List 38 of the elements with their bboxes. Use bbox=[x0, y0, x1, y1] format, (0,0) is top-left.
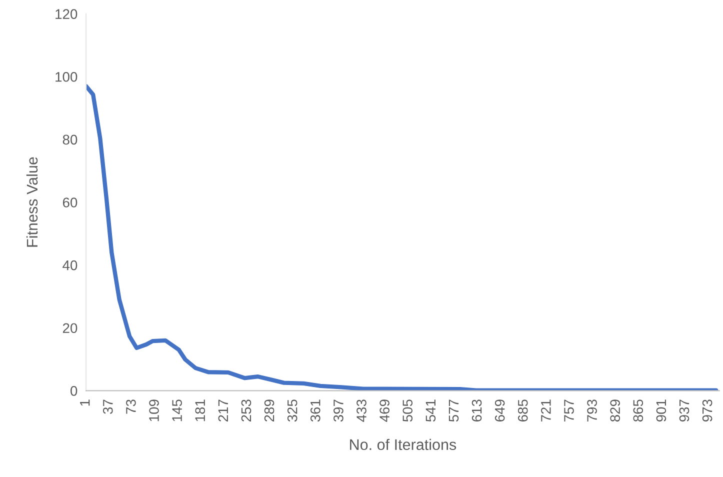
x-axis-title: No. of Iterations bbox=[350, 438, 456, 450]
x-tick-label: 577 bbox=[448, 400, 459, 422]
x-tick-label: 289 bbox=[264, 400, 274, 422]
y-tick-label: 40 bbox=[62, 260, 78, 270]
x-tick-label: 649 bbox=[494, 400, 505, 422]
x-tick-label: 613 bbox=[472, 400, 482, 422]
x-tick-label: 469 bbox=[380, 400, 390, 422]
x-tick-label: 397 bbox=[334, 400, 344, 422]
x-tick-label: 145 bbox=[172, 400, 182, 422]
x-tick-label: 73 bbox=[126, 400, 136, 414]
x-tick-label: 37 bbox=[102, 400, 113, 414]
y-tick-label: 120 bbox=[56, 9, 78, 19]
x-tick-label: 109 bbox=[149, 400, 159, 422]
y-tick-label: 20 bbox=[62, 323, 78, 334]
x-tick-label: 721 bbox=[541, 400, 551, 422]
x-tick-label: 505 bbox=[402, 400, 413, 422]
x-tick-label: 361 bbox=[310, 400, 320, 422]
x-tick-label: 253 bbox=[241, 400, 252, 422]
x-tick-label: 685 bbox=[518, 400, 528, 422]
y-tick-label: 100 bbox=[56, 72, 78, 82]
x-tick-label: 325 bbox=[287, 400, 298, 422]
x-tick-label: 757 bbox=[564, 400, 574, 422]
y-axis-title: Fitness Value bbox=[26, 157, 38, 247]
x-tick-label: 901 bbox=[656, 400, 666, 422]
x-tick-label: 937 bbox=[679, 400, 690, 422]
x-tick-label: 217 bbox=[218, 400, 228, 422]
y-tick-label: 60 bbox=[62, 198, 78, 208]
x-tick-label: 1 bbox=[80, 400, 90, 406]
x-tick-label: 829 bbox=[610, 400, 620, 422]
line-series bbox=[86, 84, 718, 391]
x-tick-label: 541 bbox=[426, 400, 436, 422]
x-tick-label: 865 bbox=[633, 400, 644, 422]
y-tick-label: 0 bbox=[70, 386, 78, 396]
x-tick-label: 181 bbox=[195, 400, 206, 422]
x-tick-label: 793 bbox=[587, 400, 597, 422]
x-tick-label: 973 bbox=[702, 400, 712, 422]
y-tick-label: 80 bbox=[62, 134, 78, 145]
x-tick-label: 433 bbox=[356, 400, 366, 422]
